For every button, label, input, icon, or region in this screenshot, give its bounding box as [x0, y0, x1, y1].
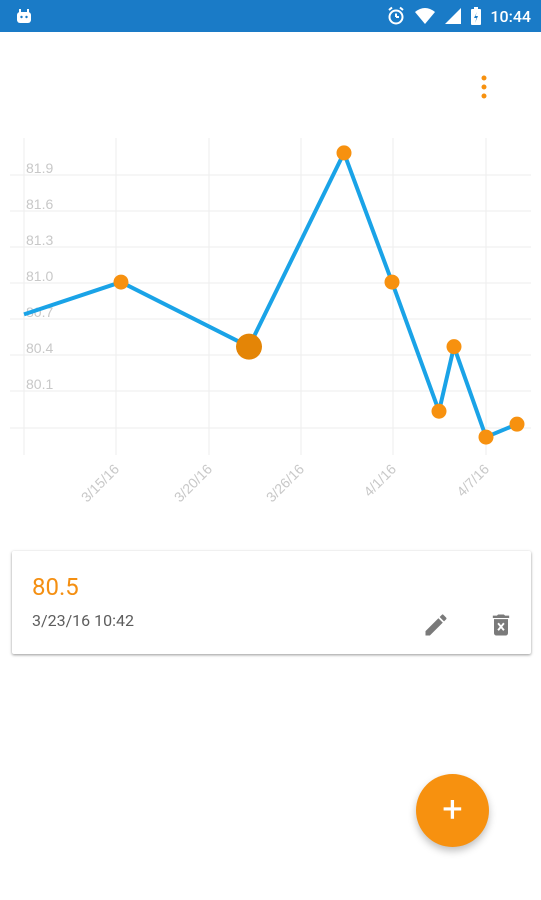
- status-time: 10:44: [490, 6, 531, 26]
- edit-button[interactable]: [422, 611, 450, 639]
- series-line: [23, 150, 518, 440]
- y-tick-label: 81.3: [26, 232, 53, 248]
- data-point[interactable]: [336, 145, 352, 161]
- x-tick-label: 3/26/16: [263, 461, 307, 505]
- entry-date: 3/23/16 10:42: [32, 611, 134, 630]
- y-tick-label: 80.1: [26, 376, 53, 392]
- wifi-icon: [414, 7, 436, 25]
- data-point-selected[interactable]: [236, 333, 262, 360]
- trash-icon: [492, 614, 510, 636]
- x-tick-label: 3/20/16: [171, 461, 215, 505]
- status-bar: 10:44: [0, 0, 541, 32]
- add-entry-fab[interactable]: +: [416, 774, 489, 847]
- entry-card[interactable]: 80.5 3/23/16 10:42: [12, 551, 531, 654]
- alarm-icon: [386, 6, 406, 26]
- signal-icon: [444, 7, 462, 25]
- x-tick-label: 4/7/16: [453, 461, 492, 500]
- battery-icon: [470, 6, 482, 26]
- y-tick-label: 81.6: [26, 196, 53, 212]
- more-vert-icon: [481, 75, 487, 99]
- delete-button[interactable]: [487, 611, 515, 639]
- y-tick-label: 81.0: [26, 268, 53, 284]
- entry-value: 80.5: [32, 573, 79, 601]
- x-tick-label: 3/15/16: [78, 461, 122, 505]
- pencil-icon: [425, 614, 447, 636]
- chart-svg: 81.981.681.381.080.780.480.13/15/16 3/20/…: [10, 138, 531, 505]
- data-point[interactable]: [446, 339, 462, 355]
- y-tick-label: 81.9: [26, 160, 53, 176]
- x-tick-label: 4/1/16: [360, 461, 399, 500]
- data-point[interactable]: [384, 274, 400, 290]
- data-point[interactable]: [431, 403, 447, 419]
- y-tick-label: 80.4: [26, 340, 53, 356]
- fab-label: +: [442, 787, 463, 830]
- data-point[interactable]: [478, 429, 494, 445]
- android-icon: [14, 6, 34, 26]
- weight-chart[interactable]: 81.9 81.6 81.3 81.0 80.7 80.4 80.1 3/15/16 3/20/…: [0, 130, 541, 540]
- data-point[interactable]: [113, 274, 129, 290]
- data-point[interactable]: [509, 416, 525, 432]
- more-options-button[interactable]: [472, 72, 496, 102]
